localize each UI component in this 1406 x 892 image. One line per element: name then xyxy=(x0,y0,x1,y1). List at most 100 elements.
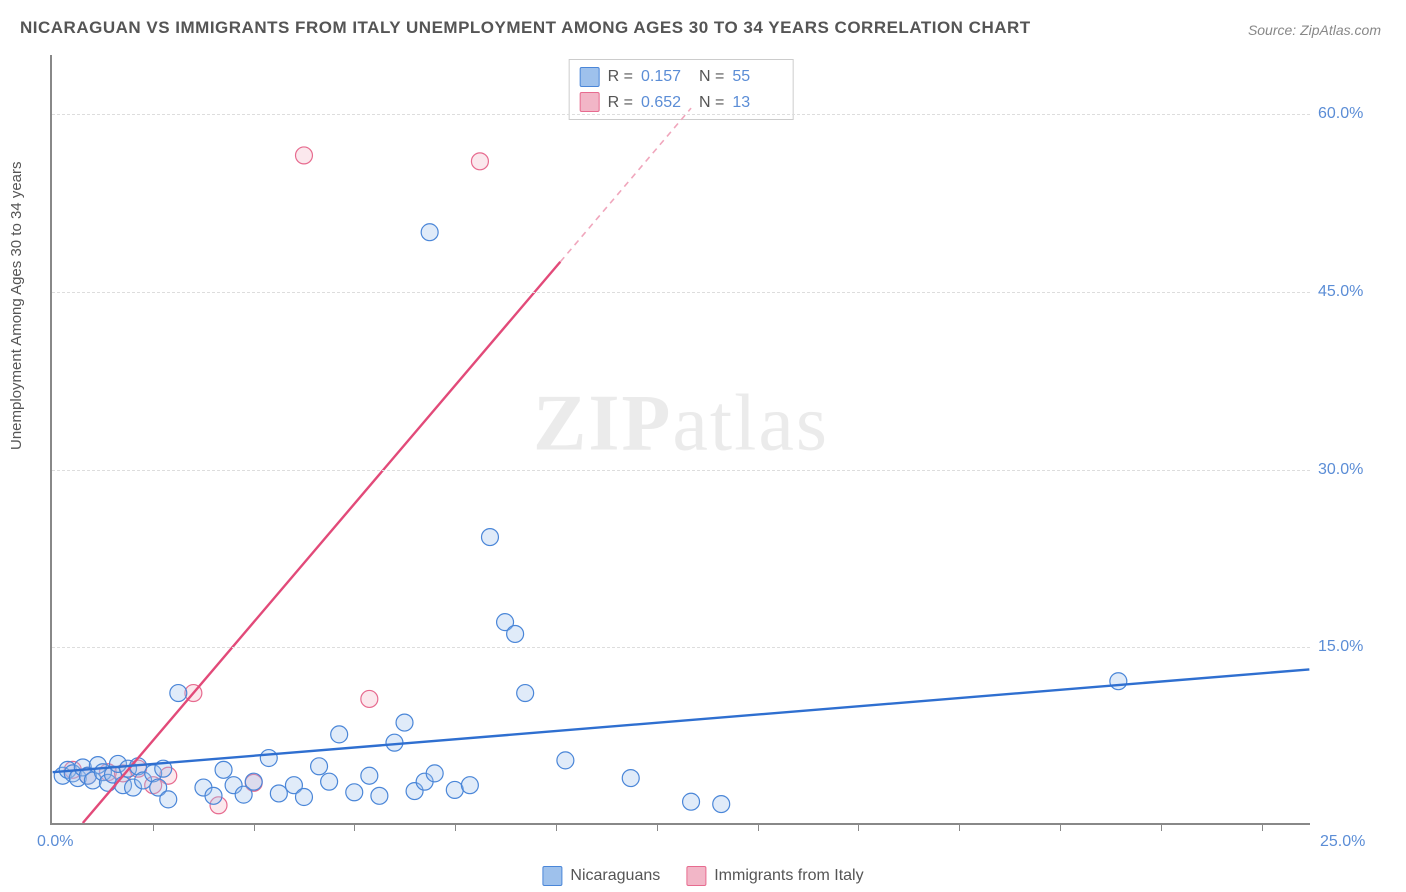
data-point xyxy=(205,787,222,804)
data-point xyxy=(346,784,363,801)
watermark-rest: atlas xyxy=(672,379,829,467)
xtick xyxy=(1161,823,1162,831)
data-point xyxy=(150,779,167,796)
bottom-legend: Nicaraguans Immigrants from Italy xyxy=(542,866,863,886)
data-point xyxy=(416,773,433,790)
data-point xyxy=(145,777,162,794)
xtick xyxy=(556,823,557,831)
trend-line xyxy=(53,669,1310,772)
legend-swatch-nicaraguans xyxy=(542,866,562,886)
x-max-label: 25.0% xyxy=(1320,833,1400,851)
data-point xyxy=(79,767,96,784)
n-value-nic: 55 xyxy=(732,64,782,90)
stats-row-italy: R = 0.652 N = 13 xyxy=(580,90,783,116)
data-point xyxy=(311,758,328,775)
data-point xyxy=(270,785,287,802)
xtick xyxy=(354,823,355,831)
data-point xyxy=(481,529,498,546)
xtick xyxy=(657,823,658,831)
ytick-label: 45.0% xyxy=(1318,283,1388,301)
chart-title: NICARAGUAN VS IMMIGRANTS FROM ITALY UNEM… xyxy=(20,18,1031,38)
n-value-it: 13 xyxy=(732,90,782,116)
y-axis-label: Unemployment Among Ages 30 to 34 years xyxy=(8,161,25,450)
data-point xyxy=(104,766,121,783)
xtick xyxy=(758,823,759,831)
legend-label-nicaraguans: Nicaraguans xyxy=(570,867,660,885)
trend-line xyxy=(560,108,691,262)
plot-area: ZIPatlas R = 0.157 N = 55 R = 0.652 N = … xyxy=(50,55,1310,825)
data-point xyxy=(155,760,172,777)
n-label-it: N = xyxy=(699,90,724,116)
data-point xyxy=(235,786,252,803)
data-point xyxy=(471,153,488,170)
watermark-bold: ZIP xyxy=(533,379,672,467)
data-point xyxy=(557,752,574,769)
data-point xyxy=(245,774,262,791)
stats-row-nicaraguans: R = 0.157 N = 55 xyxy=(580,64,783,90)
gridline xyxy=(52,292,1310,293)
xtick xyxy=(1262,823,1263,831)
data-point xyxy=(185,685,202,702)
data-point xyxy=(135,772,152,789)
data-point xyxy=(115,777,132,794)
data-point xyxy=(64,765,81,782)
xtick xyxy=(959,823,960,831)
data-point xyxy=(94,764,111,781)
data-point xyxy=(170,685,187,702)
data-point xyxy=(64,761,81,778)
ytick-label: 30.0% xyxy=(1318,461,1388,479)
data-point xyxy=(74,759,91,776)
data-point xyxy=(160,767,177,784)
data-point xyxy=(446,781,463,798)
data-point xyxy=(517,685,534,702)
data-point xyxy=(361,767,378,784)
data-point xyxy=(99,774,116,791)
data-point xyxy=(622,770,639,787)
data-point xyxy=(210,797,227,814)
xtick xyxy=(455,823,456,831)
data-point xyxy=(110,755,127,772)
swatch-italy xyxy=(580,92,600,112)
swatch-nicaraguans xyxy=(580,67,600,87)
n-label-nic: N = xyxy=(699,64,724,90)
data-point xyxy=(59,761,76,778)
data-point xyxy=(296,147,313,164)
data-point xyxy=(215,761,232,778)
legend-item-italy: Immigrants from Italy xyxy=(686,866,863,886)
data-point xyxy=(160,791,177,808)
data-point xyxy=(1110,673,1127,690)
legend-label-italy: Immigrants from Italy xyxy=(714,867,863,885)
data-point xyxy=(120,760,137,777)
ytick-label: 60.0% xyxy=(1318,105,1388,123)
data-point xyxy=(421,224,438,241)
data-point xyxy=(225,777,242,794)
data-point xyxy=(260,750,277,767)
data-point xyxy=(683,793,700,810)
data-point xyxy=(285,777,302,794)
xtick xyxy=(153,823,154,831)
data-point xyxy=(331,726,348,743)
source-label: Source: ZipAtlas.com xyxy=(1248,22,1381,38)
r-value-nic: 0.157 xyxy=(641,64,691,90)
data-point xyxy=(79,767,96,784)
r-label-it: R = xyxy=(608,90,633,116)
xtick xyxy=(1060,823,1061,831)
gridline xyxy=(52,114,1310,115)
watermark: ZIPatlas xyxy=(533,378,829,469)
data-point xyxy=(195,779,212,796)
data-point xyxy=(713,796,730,813)
data-point xyxy=(115,765,132,782)
data-point xyxy=(426,765,443,782)
data-point xyxy=(54,767,71,784)
x-origin-label: 0.0% xyxy=(37,833,73,851)
data-point xyxy=(89,757,106,774)
data-point xyxy=(296,789,313,806)
legend-item-nicaraguans: Nicaraguans xyxy=(542,866,660,886)
gridline xyxy=(52,647,1310,648)
data-point xyxy=(125,779,142,796)
gridline xyxy=(52,470,1310,471)
xtick xyxy=(254,823,255,831)
data-point xyxy=(396,714,413,731)
data-point xyxy=(321,773,338,790)
data-point xyxy=(386,734,403,751)
